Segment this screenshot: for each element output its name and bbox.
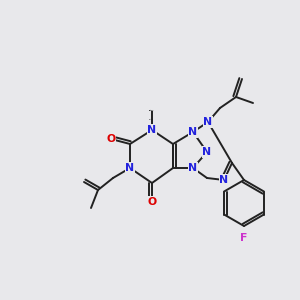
Text: N: N bbox=[188, 127, 198, 137]
Text: F: F bbox=[240, 233, 248, 243]
Text: N: N bbox=[147, 125, 157, 135]
Text: N: N bbox=[125, 163, 135, 173]
Text: methyl: methyl bbox=[149, 119, 154, 120]
Text: O: O bbox=[147, 197, 157, 207]
Text: N: N bbox=[219, 175, 229, 185]
Text: O: O bbox=[106, 134, 116, 144]
Text: methyl: methyl bbox=[149, 110, 154, 111]
Text: N: N bbox=[188, 163, 198, 173]
Text: N: N bbox=[202, 147, 211, 157]
Text: N: N bbox=[203, 117, 213, 127]
